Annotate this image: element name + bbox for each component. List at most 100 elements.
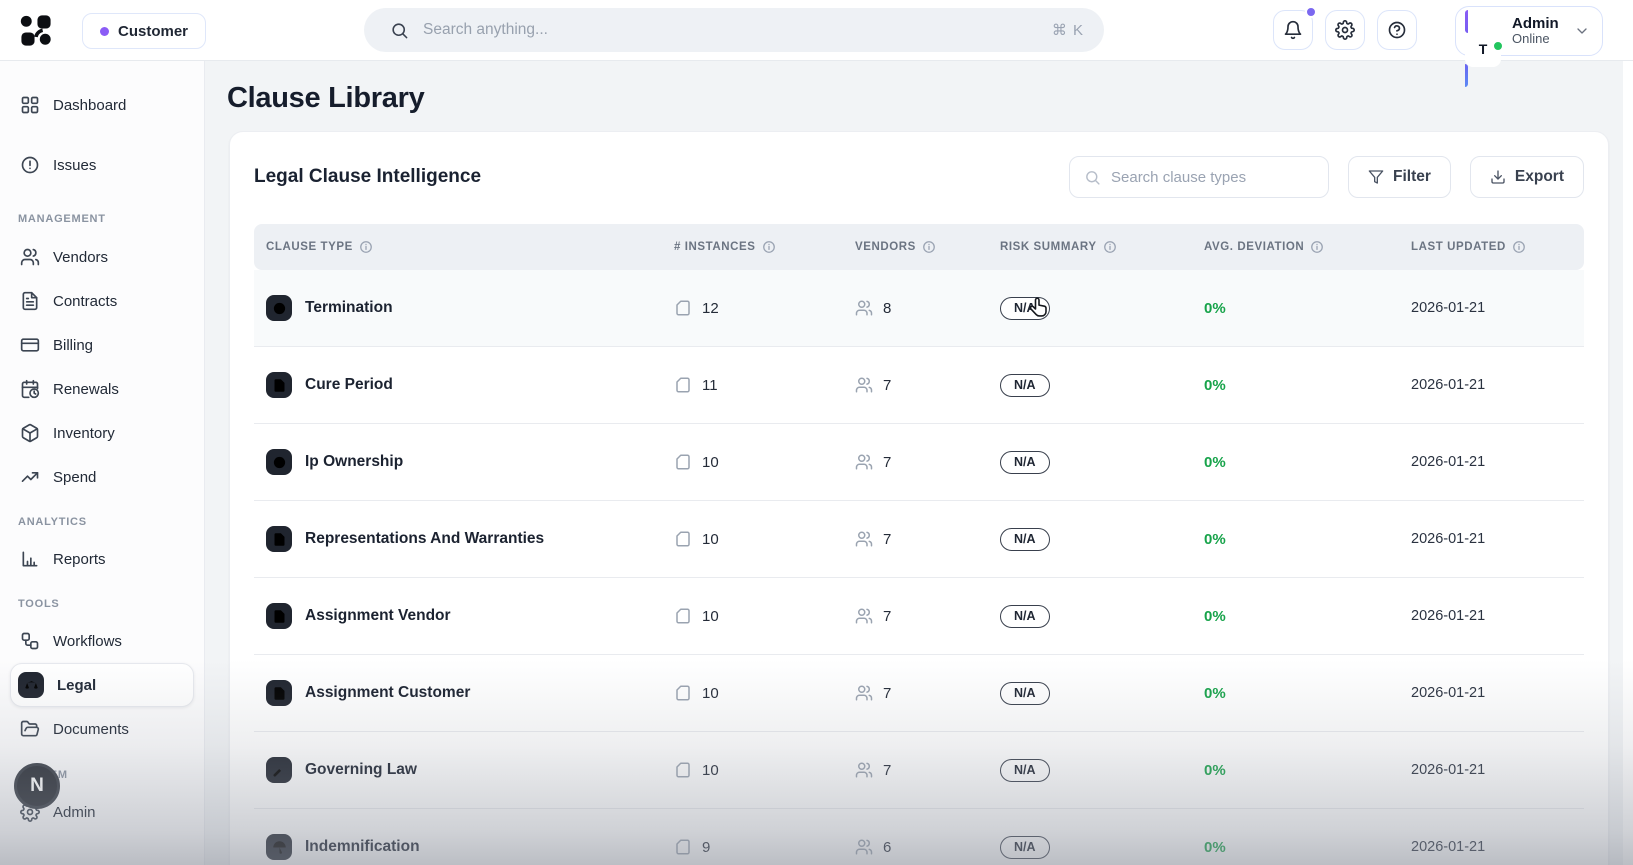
sidebar-item-billing[interactable]: Billing (10, 323, 194, 367)
file-text-icon (266, 680, 292, 706)
last-updated-cell: 2026-01-21 (1411, 454, 1486, 470)
clause-search[interactable] (1069, 156, 1329, 198)
filter-button[interactable]: Filter (1348, 156, 1451, 198)
instances-cell: 12 (674, 299, 855, 317)
workspace-badge[interactable]: Customer (82, 13, 207, 49)
clause-name: Termination (305, 299, 393, 316)
column-header-instances[interactable]: # INSTANCES (674, 240, 855, 254)
clause-name: Governing Law (305, 761, 417, 778)
clause-name: Indemnification (305, 838, 420, 855)
info-icon[interactable] (359, 240, 373, 254)
vendors-cell: 7 (855, 684, 1000, 702)
avatar: T (1465, 10, 1504, 87)
sidebar-item-contracts[interactable]: Contracts (10, 279, 194, 323)
panel-title: Legal Clause Intelligence (254, 166, 482, 187)
column-header-clause-type[interactable]: CLAUSE TYPE (266, 240, 674, 254)
sidebar-item-dashboard[interactable]: Dashboard (10, 83, 194, 127)
help-button[interactable] (1377, 10, 1417, 50)
circle-x-icon (266, 295, 292, 321)
users-icon (20, 247, 40, 267)
sidebar-item-documents[interactable]: Documents (10, 707, 194, 751)
table-header-row: CLAUSE TYPE # INSTANCES VENDORS RISK SUM… (254, 224, 1584, 270)
sidebar-item-label: Dashboard (53, 96, 127, 114)
vendors-count: 6 (883, 838, 892, 856)
column-header-risk-summary[interactable]: RISK SUMMARY (1000, 240, 1204, 254)
sidebar-item-legal[interactable]: Legal (10, 663, 194, 707)
vendors-cell: 7 (855, 376, 1000, 394)
main-content: Clause Library Legal Clause Intelligence… (205, 61, 1633, 865)
sidebar-item-label: Billing (53, 336, 94, 354)
sidebar-item-label: Workflows (53, 632, 122, 650)
sidebar-item-spend[interactable]: Spend (10, 455, 194, 499)
clause-name: Assignment Customer (305, 684, 471, 701)
table-row[interactable]: Ip Ownership 10 7 N/A 0% 2026-01-21 (254, 424, 1584, 501)
avg-deviation-cell: 0% (1204, 299, 1226, 317)
table-row[interactable]: Assignment Vendor 10 7 N/A 0% 2026-01-21 (254, 578, 1584, 655)
alert-circle-icon (20, 155, 40, 175)
package-icon (20, 423, 40, 443)
gavel-icon (266, 757, 292, 783)
table-row[interactable]: Assignment Customer 10 7 N/A 0% 2026-01-… (254, 655, 1584, 732)
clause-search-input[interactable] (1111, 168, 1314, 186)
instances-cell: 11 (674, 376, 855, 394)
risk-badge[interactable]: N/A (1000, 527, 1050, 551)
scrollbar-track[interactable] (1623, 61, 1633, 865)
info-icon[interactable] (1103, 240, 1117, 254)
workflow-icon (20, 631, 40, 651)
risk-summary-cell: N/A (1000, 835, 1204, 859)
risk-badge[interactable]: N/A (1000, 450, 1050, 474)
column-header-vendors[interactable]: VENDORS (855, 240, 1000, 254)
export-button[interactable]: Export (1469, 156, 1584, 198)
sidebar-item-workflows[interactable]: Workflows (10, 619, 194, 663)
column-header-last-updated[interactable]: LAST UPDATED (1411, 240, 1584, 254)
settings-button[interactable] (1325, 10, 1365, 50)
vendors-cell: 7 (855, 607, 1000, 625)
instances-count: 10 (702, 761, 719, 779)
column-header-avg-deviation[interactable]: AVG. DEVIATION (1204, 240, 1411, 254)
risk-badge[interactable]: N/A (1000, 296, 1050, 320)
sheet-icon (674, 530, 692, 548)
search-shortcut-hint: ⌘ K (1051, 22, 1084, 39)
sidebar-item-renewals[interactable]: Renewals (10, 367, 194, 411)
risk-badge[interactable]: N/A (1000, 758, 1050, 782)
clause-type-cell: Indemnification (266, 834, 674, 860)
vendors-count: 7 (883, 607, 892, 625)
vendors-count: 7 (883, 376, 892, 394)
info-icon[interactable] (762, 240, 776, 254)
info-icon[interactable] (922, 240, 936, 254)
sidebar-item-reports[interactable]: Reports (10, 537, 194, 581)
vendors-count: 8 (883, 299, 892, 317)
info-icon[interactable] (1310, 240, 1324, 254)
risk-badge[interactable]: N/A (1000, 681, 1050, 705)
table-row[interactable]: Cure Period 11 7 N/A 0% 2026-01-21 (254, 347, 1584, 424)
table-row[interactable]: Indemnification 9 6 N/A 0% 2026-01-21 (254, 809, 1584, 865)
users-icon (855, 607, 873, 625)
sidebar-item-issues[interactable]: Issues (10, 143, 194, 187)
sidebar-item-label: Spend (53, 468, 97, 486)
user-menu[interactable]: T Admin Online (1455, 6, 1603, 87)
table-row[interactable]: Representations And Warranties 10 7 N/A … (254, 501, 1584, 578)
app-logo-icon[interactable] (18, 13, 54, 48)
last-updated-cell: 2026-01-21 (1411, 762, 1486, 778)
vendors-count: 7 (883, 530, 892, 548)
floating-avatar[interactable]: N (14, 763, 60, 809)
risk-badge[interactable]: N/A (1000, 373, 1050, 397)
sidebar-item-vendors[interactable]: Vendors (10, 235, 194, 279)
user-name: Admin (1512, 14, 1559, 32)
sidebar-item-inventory[interactable]: Inventory (10, 411, 194, 455)
risk-badge[interactable]: N/A (1000, 604, 1050, 628)
avg-deviation-cell: 0% (1204, 684, 1226, 702)
instances-cell: 10 (674, 530, 855, 548)
global-search-input[interactable] (423, 21, 1038, 39)
risk-summary-cell: N/A (1000, 604, 1204, 628)
table-row[interactable]: Governing Law 10 7 N/A 0% 2026-01-21 (254, 732, 1584, 809)
global-search[interactable]: ⌘ K (364, 8, 1104, 52)
page-title: Clause Library (227, 82, 425, 114)
vendors-cell: 7 (855, 761, 1000, 779)
sheet-icon (674, 684, 692, 702)
table-row[interactable]: Termination 12 8 N/A 0% 2026-01-21 (254, 270, 1584, 347)
instances-cell: 10 (674, 684, 855, 702)
risk-badge[interactable]: N/A (1000, 835, 1050, 859)
info-icon[interactable] (1512, 240, 1526, 254)
notifications-button[interactable] (1273, 6, 1317, 50)
